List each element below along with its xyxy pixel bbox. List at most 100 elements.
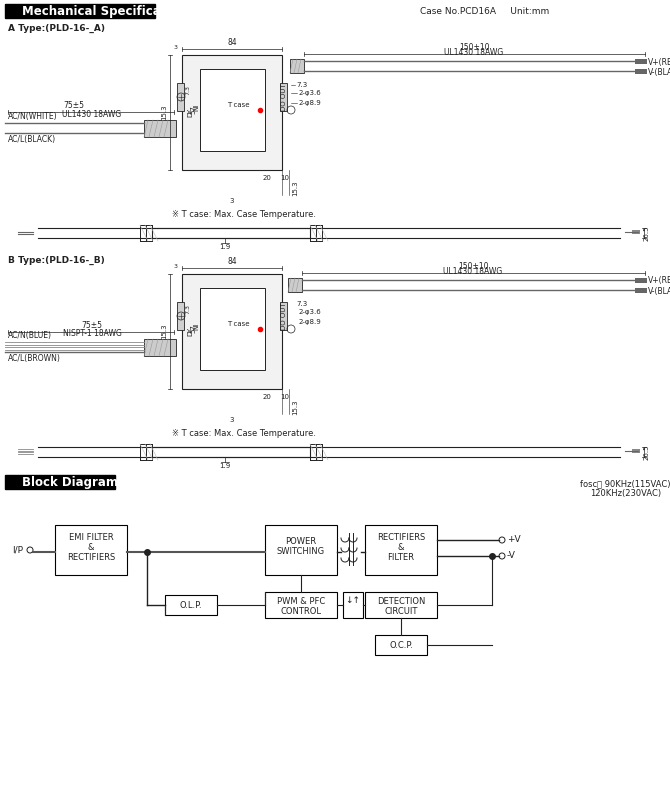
Text: O.C.P.: O.C.P.	[389, 641, 413, 650]
Text: 57: 57	[190, 324, 196, 333]
Text: PWM & PFC: PWM & PFC	[277, 597, 325, 606]
Text: AC/N(WHITE): AC/N(WHITE)	[8, 112, 58, 121]
Text: V-(BLACK): V-(BLACK)	[648, 286, 670, 296]
Bar	[265, 525, 337, 575]
Bar	[165, 595, 217, 615]
Bar	[144, 120, 176, 137]
Text: 1.9: 1.9	[219, 463, 230, 469]
Text: 15.3: 15.3	[292, 180, 298, 195]
Bar	[375, 635, 427, 655]
Text: I/P: I/P	[13, 545, 23, 555]
Bar	[365, 592, 437, 618]
Bar	[635, 278, 647, 283]
Text: 3: 3	[230, 417, 234, 423]
Text: 7.3: 7.3	[296, 301, 308, 307]
Text: NISPT-1 18AWG: NISPT-1 18AWG	[62, 329, 121, 338]
Text: 3: 3	[174, 264, 178, 269]
Text: ※ T case: Max. Case Temperature.: ※ T case: Max. Case Temperature.	[172, 210, 316, 219]
Text: 26.5: 26.5	[644, 226, 650, 241]
Text: T case: T case	[228, 102, 250, 108]
Text: 7.3: 7.3	[296, 82, 308, 88]
Bar	[280, 83, 287, 111]
Text: 20: 20	[263, 394, 271, 400]
Text: 2-φ8.9: 2-φ8.9	[299, 319, 322, 325]
Text: 7.3: 7.3	[185, 304, 190, 314]
Bar	[177, 302, 184, 330]
Text: 84: 84	[227, 38, 237, 47]
Bar	[632, 449, 640, 453]
Text: CIRCUIT: CIRCUIT	[385, 607, 417, 616]
Text: NI: NI	[193, 322, 199, 330]
Bar	[182, 274, 282, 389]
Text: AC/N(BLUE): AC/N(BLUE)	[8, 331, 52, 340]
Text: fosc： 90KHz(115VAC): fosc： 90KHz(115VAC)	[580, 479, 670, 488]
Text: RECTIFIERS: RECTIFIERS	[67, 553, 115, 562]
Bar	[5, 475, 115, 489]
Text: ↓↑: ↓↑	[346, 596, 360, 605]
Text: 1.9: 1.9	[219, 244, 230, 250]
Text: V+(RED): V+(RED)	[648, 57, 670, 66]
Bar	[200, 288, 265, 370]
Text: DO OUT: DO OUT	[281, 83, 287, 111]
Text: 10: 10	[281, 175, 289, 181]
Bar	[635, 69, 647, 74]
Text: +V: +V	[507, 536, 521, 544]
Text: &: &	[88, 543, 94, 552]
Text: 75±5: 75±5	[64, 101, 84, 110]
Text: ※ T case: Max. Case Temperature.: ※ T case: Max. Case Temperature.	[172, 429, 316, 438]
Bar	[280, 302, 287, 330]
Bar	[343, 592, 363, 618]
Text: V-(BLACK): V-(BLACK)	[648, 68, 670, 77]
Text: FILTER: FILTER	[387, 553, 415, 562]
Text: 150±10: 150±10	[459, 43, 489, 52]
Bar	[182, 55, 282, 170]
Text: Mechanical Specification: Mechanical Specification	[22, 5, 187, 18]
Text: DY: DY	[187, 108, 193, 116]
Text: O.L.P.: O.L.P.	[180, 600, 202, 610]
Text: NI: NI	[193, 104, 199, 111]
Bar	[152, 447, 310, 457]
Bar	[635, 59, 647, 64]
Text: 2-φ3.6: 2-φ3.6	[299, 90, 322, 96]
Bar	[632, 230, 640, 234]
Bar	[144, 339, 176, 356]
Bar	[265, 592, 337, 618]
Text: V+(RED): V+(RED)	[648, 277, 670, 285]
Text: CONTROL: CONTROL	[281, 607, 322, 616]
Text: 26.5: 26.5	[644, 444, 650, 460]
Bar	[365, 525, 437, 575]
Bar	[55, 525, 127, 575]
Bar	[288, 278, 302, 292]
Text: DO OUT: DO OUT	[281, 302, 287, 330]
Text: 57: 57	[190, 105, 196, 115]
Text: AC/L(BLACK): AC/L(BLACK)	[8, 135, 56, 144]
Text: Case No.PCD16A     Unit:mm: Case No.PCD16A Unit:mm	[420, 6, 549, 15]
Text: EMI FILTER: EMI FILTER	[69, 533, 113, 542]
Text: 10: 10	[281, 394, 289, 400]
Text: 75±5: 75±5	[82, 321, 103, 330]
Text: 150±10: 150±10	[458, 262, 488, 271]
Bar	[200, 69, 265, 151]
Bar	[290, 59, 304, 73]
Text: 2-φ8.9: 2-φ8.9	[299, 100, 322, 106]
Text: 3: 3	[230, 198, 234, 204]
Text: 20: 20	[263, 175, 271, 181]
Text: B Type:(PLD-16-_B): B Type:(PLD-16-_B)	[8, 256, 105, 265]
Text: &: &	[398, 543, 404, 552]
Text: 15.3: 15.3	[292, 399, 298, 414]
Text: 15.3: 15.3	[161, 324, 167, 339]
Text: AC/L(BROWN): AC/L(BROWN)	[8, 354, 61, 363]
Text: Block Diagram: Block Diagram	[22, 476, 118, 489]
Text: 2-φ3.6: 2-φ3.6	[299, 309, 322, 315]
Text: 15.3: 15.3	[161, 104, 167, 120]
Text: POWER: POWER	[285, 537, 316, 546]
Text: -V: -V	[507, 552, 516, 560]
Text: 84: 84	[227, 257, 237, 266]
Text: UL1430 18AWG: UL1430 18AWG	[444, 267, 502, 276]
Text: RECTIFIERS: RECTIFIERS	[377, 533, 425, 542]
Text: 120KHz(230VAC): 120KHz(230VAC)	[590, 489, 661, 498]
Text: 3: 3	[174, 45, 178, 50]
Text: T case: T case	[228, 321, 250, 327]
Text: UL1430 18AWG: UL1430 18AWG	[62, 110, 122, 119]
Text: A Type:(PLD-16-_A): A Type:(PLD-16-_A)	[8, 24, 105, 33]
